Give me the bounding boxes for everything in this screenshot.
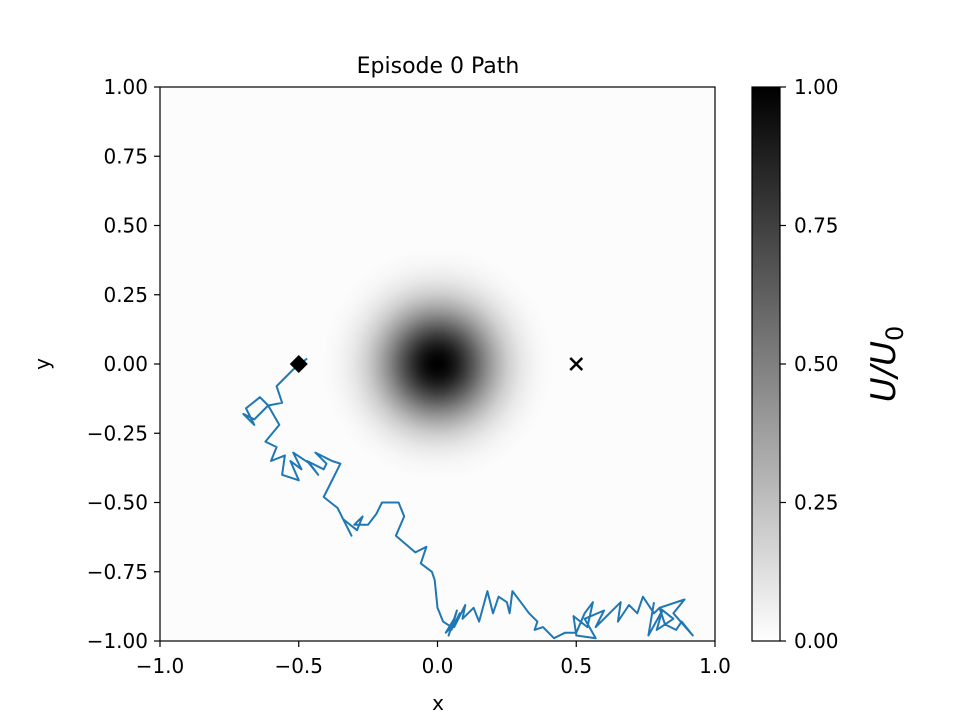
x-axis-ticks: −1.0 −0.5 0.0 0.5 1.0 [136, 641, 731, 678]
y-tick-label: 0.50 [103, 214, 148, 238]
y-tick-label: 0.00 [103, 352, 148, 376]
y-tick-label: −1.00 [87, 629, 148, 653]
colorbar-tick-label: 0.00 [794, 629, 839, 653]
y-tick-label: −0.50 [87, 491, 148, 515]
agent-path-line [242, 357, 694, 640]
chart-title: Episode 0 Path [357, 54, 520, 79]
plot-area [159, 86, 716, 642]
goal-marker-x [569, 357, 584, 371]
x-tick-label: 0.5 [560, 654, 592, 678]
colorbar-ticks: 0.00 0.25 0.50 0.75 1.00 [780, 75, 839, 653]
y-axis-ticks: 1.00 0.75 0.50 0.25 0.00 −0.25 −0.50 −0.75 −1.00 [87, 75, 160, 653]
y-tick-label: 0.75 [103, 144, 148, 168]
colorbar-label: U/U0 [864, 326, 909, 403]
colorbar-gradient-bar [751, 86, 781, 642]
colorbar-tick-label: 0.75 [794, 214, 839, 238]
y-tick-label: −0.75 [87, 560, 148, 584]
x-tick-label: −0.5 [274, 654, 323, 678]
colorbar-tick-label: 0.50 [794, 352, 839, 376]
x-tick-label: −1.0 [136, 654, 185, 678]
start-marker-diamond [289, 355, 308, 373]
x-tick-label: 0.0 [422, 654, 454, 678]
colorbar: 0.00 0.25 0.50 0.75 1.00 U/U0 [751, 75, 909, 653]
markers-group [289, 355, 584, 373]
x-tick-label: 1.0 [699, 654, 731, 678]
y-axis-label: y [30, 358, 54, 370]
colorbar-tick-label: 1.00 [794, 75, 839, 99]
y-tick-label: −0.25 [87, 421, 148, 445]
colorbar-tick-label: 0.25 [794, 491, 839, 515]
potential-field-heatmap [160, 87, 715, 641]
y-tick-label: 0.25 [103, 283, 148, 307]
y-tick-label: 1.00 [103, 75, 148, 99]
x-axis-label: x [432, 691, 444, 715]
